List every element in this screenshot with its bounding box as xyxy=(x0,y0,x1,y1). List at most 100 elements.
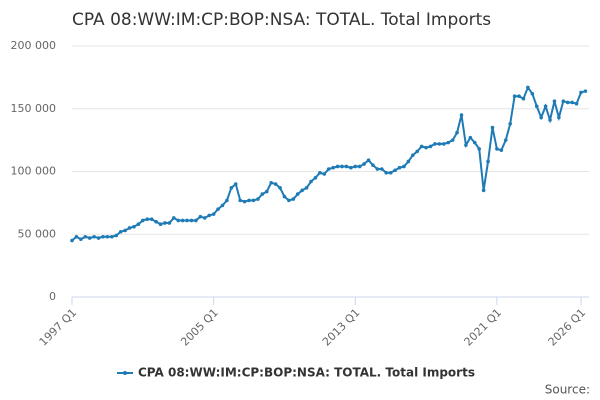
point xyxy=(158,222,163,227)
point xyxy=(83,234,88,239)
point xyxy=(229,186,234,190)
point xyxy=(74,234,79,239)
point xyxy=(220,203,225,208)
x-tick-label: 1997 Q1 xyxy=(37,306,80,349)
point xyxy=(499,148,504,152)
point xyxy=(300,188,304,193)
point xyxy=(397,165,402,170)
y-tick-label: 150 000 xyxy=(11,102,57,115)
legend-marker xyxy=(123,371,127,375)
point xyxy=(225,198,229,203)
point xyxy=(406,159,411,164)
point xyxy=(123,228,127,233)
point xyxy=(331,165,335,170)
point xyxy=(202,216,207,220)
point xyxy=(282,194,287,199)
point xyxy=(145,217,150,221)
point xyxy=(105,234,110,239)
y-tick-label: 200 000 xyxy=(11,39,57,52)
point xyxy=(477,147,482,151)
x-tick-label: 2026 Q1 xyxy=(546,306,589,349)
point xyxy=(318,170,322,175)
point xyxy=(459,113,464,117)
point xyxy=(402,164,406,169)
point xyxy=(490,125,495,130)
point xyxy=(357,164,362,169)
point xyxy=(335,164,340,169)
point xyxy=(579,90,583,95)
point xyxy=(455,130,459,135)
line xyxy=(71,85,586,242)
point xyxy=(101,234,105,239)
point xyxy=(278,186,282,190)
point xyxy=(172,216,176,220)
point xyxy=(79,237,83,242)
point xyxy=(167,221,172,225)
point xyxy=(349,165,353,170)
point xyxy=(503,138,508,142)
point xyxy=(269,180,273,185)
point xyxy=(481,188,486,193)
point xyxy=(557,115,561,120)
y-tick-label: 50 000 xyxy=(18,227,57,240)
point xyxy=(530,91,535,96)
point xyxy=(118,229,123,234)
point xyxy=(565,100,570,105)
point xyxy=(92,234,96,239)
x-tick-label: 2013 Q1 xyxy=(320,306,363,349)
point xyxy=(132,224,136,229)
point xyxy=(141,218,145,223)
point xyxy=(198,214,203,219)
point xyxy=(260,192,265,196)
point xyxy=(415,149,420,154)
point xyxy=(176,218,181,223)
point xyxy=(574,101,579,106)
point xyxy=(154,219,158,224)
point xyxy=(495,147,499,151)
point xyxy=(242,199,247,204)
point xyxy=(419,144,424,149)
point xyxy=(238,198,242,203)
point xyxy=(96,236,101,240)
point xyxy=(362,162,366,166)
point xyxy=(194,218,198,223)
point xyxy=(534,104,539,109)
point xyxy=(446,140,451,145)
point xyxy=(247,198,251,203)
point xyxy=(433,142,437,146)
point xyxy=(304,186,309,190)
point xyxy=(366,158,371,163)
point xyxy=(424,145,428,150)
x-tick-label: 2021 Q1 xyxy=(462,306,505,349)
point xyxy=(295,192,300,196)
point xyxy=(136,222,141,227)
point xyxy=(251,198,256,203)
point xyxy=(464,143,468,147)
point xyxy=(110,234,114,239)
point xyxy=(256,197,260,201)
point xyxy=(539,115,543,120)
point xyxy=(543,104,548,109)
point xyxy=(380,167,384,171)
point xyxy=(375,167,380,171)
point xyxy=(388,170,393,175)
point xyxy=(180,218,185,223)
y-tick-label: 100 000 xyxy=(11,165,57,178)
point xyxy=(472,140,477,145)
point xyxy=(264,189,269,194)
point xyxy=(185,218,189,223)
point xyxy=(486,159,490,164)
point xyxy=(273,182,278,186)
point xyxy=(322,172,327,176)
point xyxy=(216,207,220,211)
point xyxy=(344,164,349,169)
point xyxy=(393,168,397,173)
point xyxy=(353,164,358,169)
point xyxy=(561,99,566,104)
point xyxy=(313,175,318,180)
y-tick-label: 0 xyxy=(49,290,56,303)
point xyxy=(468,135,473,140)
point xyxy=(512,94,517,98)
point xyxy=(411,153,415,157)
point xyxy=(340,164,344,169)
